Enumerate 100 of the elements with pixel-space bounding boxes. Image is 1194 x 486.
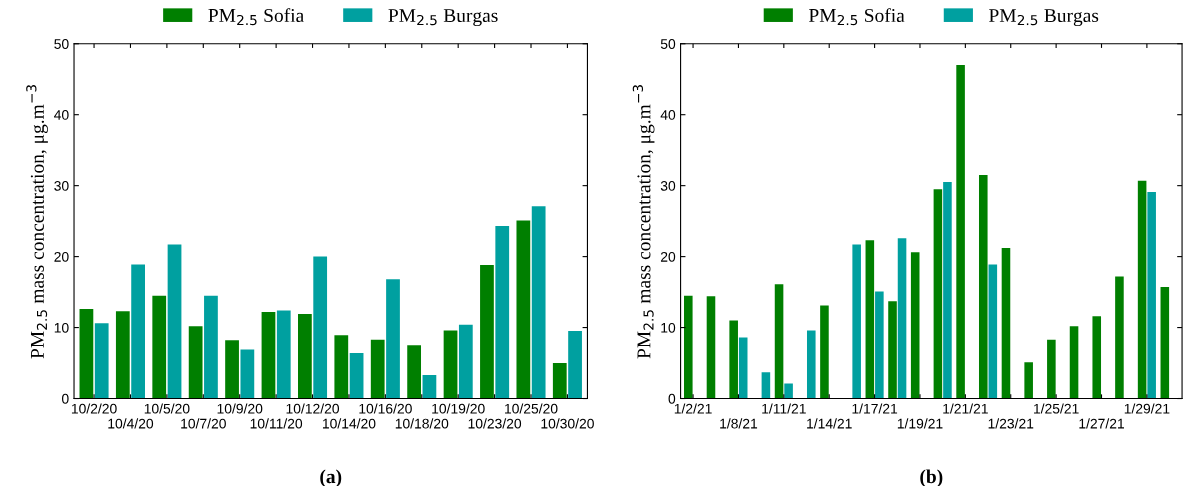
legend-label: PM$_{2.5}$ Burgas [388, 9, 498, 27]
bar [152, 295, 167, 399]
bar [888, 301, 897, 399]
x-tick-label: 10/12/20 [286, 403, 340, 414]
bar [784, 383, 793, 399]
x-tick-label: 10/16/20 [359, 403, 412, 414]
y-tick-label: 30 [54, 180, 69, 191]
y-tick-label: 20 [660, 251, 676, 262]
bar [684, 295, 693, 399]
bar [495, 226, 510, 399]
bar [167, 244, 182, 399]
x-tick-label: 1/8/21 [720, 418, 758, 429]
y-tick-label: 50 [54, 39, 69, 49]
bar [422, 375, 437, 399]
bar [1001, 248, 1011, 399]
bar [738, 337, 748, 399]
bar [516, 220, 531, 399]
x-tick-label: 1/21/21 [943, 403, 988, 414]
bar [568, 331, 582, 399]
bar [261, 311, 276, 399]
bar [1115, 276, 1124, 399]
bar [225, 340, 239, 399]
legend-label: PM$_{2.5}$ Burgas [989, 9, 1099, 27]
bar [115, 311, 130, 399]
bar [480, 265, 494, 399]
bar [910, 252, 920, 399]
bar [1160, 287, 1170, 399]
y-tick-label: 10 [54, 322, 69, 333]
x-tick-label: 1/11/21 [762, 403, 806, 414]
x-tick-label: 1/23/21 [988, 418, 1034, 429]
y-tick-label: 40 [660, 110, 676, 120]
bar [774, 284, 784, 399]
x-tick-label: 1/29/21 [1124, 403, 1170, 414]
bar [94, 323, 109, 399]
bar [349, 353, 364, 399]
y-axis-title: PM$_{2.5}$ mass concentration, μg.m$^{−3}$ [26, 85, 48, 359]
bar [131, 264, 145, 399]
bar [552, 363, 567, 399]
bar [1047, 339, 1056, 399]
bar [761, 372, 771, 399]
y-tick-label: 50 [660, 39, 676, 49]
x-tick-label: 1/27/21 [1079, 418, 1124, 429]
x-tick-label: 10/23/20 [468, 418, 522, 429]
bar [943, 182, 952, 399]
y-tick-label: 30 [660, 180, 676, 191]
x-tick-label: 1/14/21 [807, 418, 852, 429]
bar [820, 305, 829, 399]
y-tick-label: 0 [668, 393, 676, 404]
x-tick-label: 10/4/20 [108, 418, 154, 429]
bar [1137, 180, 1147, 399]
bar [298, 314, 312, 399]
bar [313, 256, 328, 399]
x-tick-label: 10/25/20 [505, 403, 558, 414]
x-tick-label: 10/30/20 [541, 418, 594, 429]
x-tick-label: 10/11/20 [250, 418, 303, 429]
y-tick-label: 20 [54, 251, 69, 262]
x-tick-label: 1/25/21 [1034, 403, 1079, 414]
bar [386, 279, 400, 399]
bar [988, 264, 998, 399]
x-tick-label: 10/7/20 [181, 418, 226, 429]
bar [852, 244, 861, 399]
bar [531, 206, 546, 399]
bar [407, 345, 422, 399]
bar [188, 326, 203, 399]
bar [334, 335, 349, 399]
y-tick-label: 40 [54, 110, 69, 120]
legend-label: PM$_{2.5}$ Sofia [808, 8, 905, 26]
bar [1092, 316, 1102, 399]
bar [806, 330, 816, 399]
bar [204, 295, 218, 399]
bar [240, 349, 255, 399]
x-tick-label: 1/2/21 [674, 403, 712, 414]
bar [865, 240, 875, 399]
bar [956, 65, 965, 399]
bar [729, 320, 738, 399]
x-tick-label: 10/9/20 [217, 403, 263, 414]
legend-label: PM$_{2.5}$ Sofia [208, 8, 304, 26]
bar [1024, 362, 1033, 399]
x-tick-label: 10/2/20 [71, 403, 117, 414]
x-tick-label: 1/17/21 [852, 403, 898, 414]
bar [875, 291, 884, 399]
bar [1147, 192, 1156, 399]
y-tick-label: 0 [61, 393, 69, 404]
x-tick-label: 1/19/21 [897, 418, 943, 429]
y-tick-label: 10 [661, 322, 676, 333]
bar [443, 330, 458, 399]
bar [79, 309, 94, 399]
bar [1069, 326, 1079, 399]
bar [276, 310, 291, 399]
x-tick-label: 10/14/20 [322, 418, 376, 429]
bar [458, 324, 473, 399]
bar [706, 296, 716, 399]
x-tick-label: 10/18/20 [395, 418, 449, 429]
bar [933, 189, 943, 399]
x-tick-label: 10/5/20 [144, 403, 190, 414]
x-tick-label: 10/19/20 [432, 403, 485, 414]
y-axis-title: PM$_{2.5}$ mass concentration, μg.m$^{−3}$ [632, 85, 655, 359]
bar [978, 175, 988, 399]
bar [897, 238, 907, 399]
bar [370, 339, 385, 399]
